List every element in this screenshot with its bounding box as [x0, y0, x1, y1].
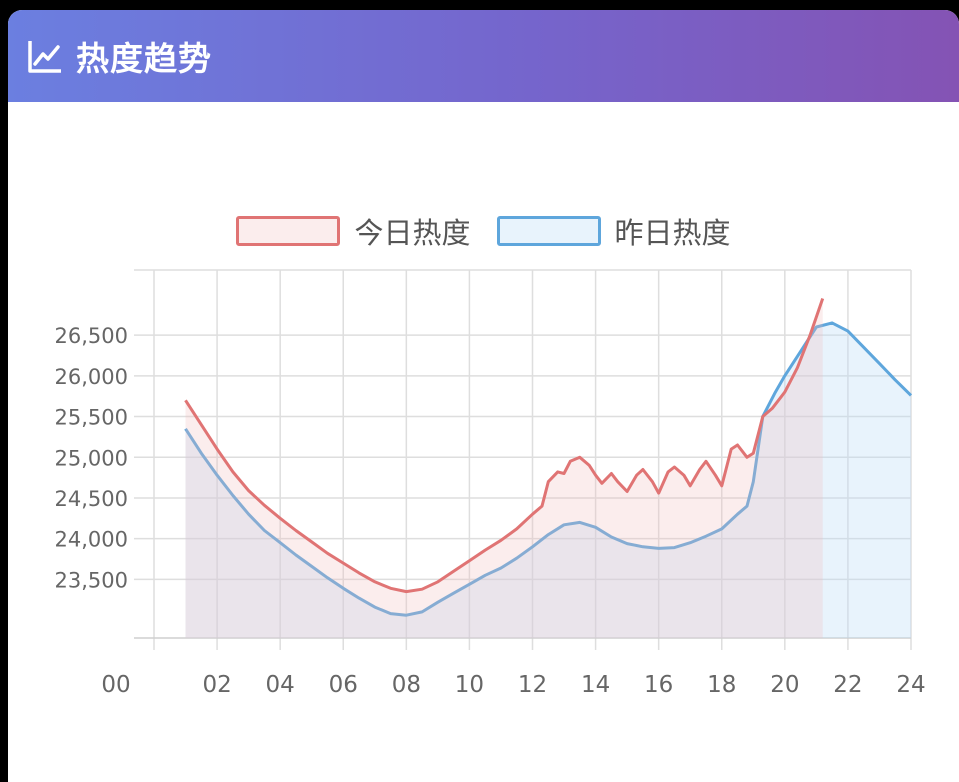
y-tick-label: 26,500 — [55, 324, 128, 348]
y-tick-label: 24,500 — [55, 487, 128, 511]
card-header: 热度趋势 — [8, 10, 959, 102]
y-tick-label: 23,500 — [55, 568, 128, 592]
series-line-yesterday — [184, 321, 913, 617]
line-chart-icon — [26, 37, 64, 75]
x-tick-label: 16 — [644, 672, 673, 698]
x-tick-label: 10 — [455, 672, 484, 698]
series-area-yesterday — [185, 322, 911, 638]
series-line-today — [184, 298, 825, 594]
y-tick-label: 26,000 — [55, 365, 128, 389]
legend-label-today: 今日热度 — [354, 216, 471, 250]
x-tick-label: 22 — [833, 672, 862, 698]
x-tick-label: 00 — [101, 672, 130, 698]
x-tick-label: 24 — [896, 672, 925, 698]
legend-label-yesterday: 昨日热度 — [614, 216, 731, 250]
card-title: 热度趋势 — [76, 39, 212, 78]
x-tick-label: 14 — [581, 672, 610, 698]
x-tick-label: 04 — [266, 672, 295, 698]
x-tick-label: 02 — [202, 672, 231, 698]
legend-swatch-today — [236, 216, 341, 246]
legend-item-today[interactable]: 今日热度 — [236, 210, 471, 252]
x-tick-label: 08 — [392, 672, 421, 698]
x-tick-label: 18 — [707, 672, 736, 698]
legend-item-yesterday[interactable]: 昨日热度 — [496, 210, 731, 252]
legend-swatch-yesterday — [496, 216, 601, 246]
y-tick-label: 24,000 — [55, 528, 128, 552]
y-tick-label: 25,500 — [55, 406, 128, 430]
x-tick-label: 12 — [518, 672, 547, 698]
x-tick-label: 06 — [329, 672, 358, 698]
y-tick-label: 25,000 — [55, 446, 128, 470]
chart-card: 热度趋势 今日热度 昨日热度 — [8, 10, 959, 782]
series-area-today — [185, 298, 823, 638]
chart-legend: 今日热度 昨日热度 — [8, 210, 959, 252]
x-tick-label: 20 — [770, 672, 799, 698]
